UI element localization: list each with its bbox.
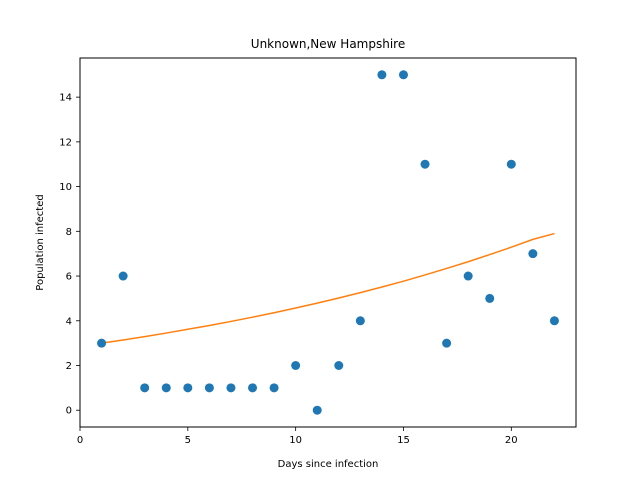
data-point — [183, 383, 193, 393]
data-point — [226, 383, 236, 393]
y-tick-label: 12 — [59, 137, 72, 148]
data-point — [161, 383, 171, 393]
y-tick-label: 2 — [66, 361, 72, 372]
data-point — [97, 338, 107, 348]
data-point — [334, 361, 344, 370]
data-point — [248, 383, 258, 393]
y-tick-label: 14 — [59, 93, 72, 104]
data-point — [377, 70, 387, 80]
x-tick-label: 10 — [289, 435, 302, 446]
y-tick-label: 0 — [66, 406, 72, 417]
data-point — [291, 361, 301, 370]
data-point — [140, 383, 150, 393]
y-tick-label: 6 — [66, 272, 72, 283]
y-tick-label: 10 — [59, 182, 72, 193]
data-point — [528, 249, 538, 259]
chart-title: Unknown,New Hampshire — [251, 37, 405, 51]
data-point — [312, 405, 322, 415]
fit-line — [101, 232, 555, 344]
y-axis-label: Population infected — [35, 194, 46, 290]
data-point — [118, 271, 128, 281]
y-axis: 0 2 4 6 8 10 12 14 — [59, 93, 80, 417]
data-point — [463, 271, 473, 281]
y-tick-label: 4 — [66, 316, 72, 327]
data-point — [204, 383, 214, 393]
data-point — [398, 70, 408, 80]
plot-area — [97, 70, 559, 415]
x-tick-label: 0 — [77, 435, 83, 446]
x-tick-label: 20 — [505, 435, 518, 446]
data-point — [485, 293, 495, 303]
data-point — [269, 383, 279, 393]
data-point — [355, 316, 365, 326]
y-tick-label: 8 — [66, 227, 72, 238]
axes-frame — [79, 57, 577, 428]
x-tick-label: 15 — [397, 435, 410, 446]
x-tick-label: 5 — [185, 435, 191, 446]
data-point — [549, 316, 559, 326]
data-point — [506, 159, 516, 169]
data-point — [420, 159, 430, 169]
data-point — [442, 338, 452, 348]
x-axis-label: Days since infection — [278, 459, 379, 470]
x-axis: 0 5 10 15 20 — [77, 427, 518, 446]
